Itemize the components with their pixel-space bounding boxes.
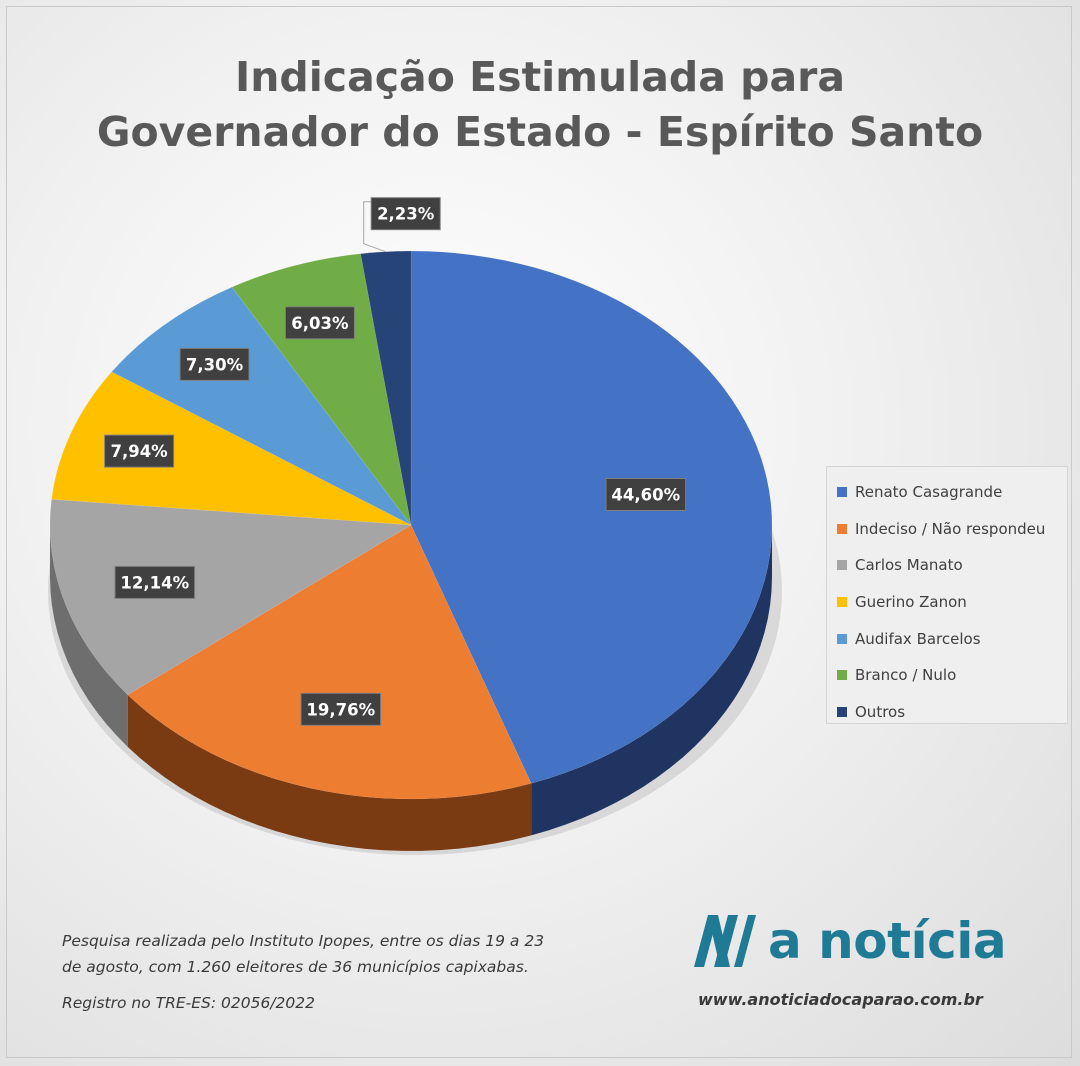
legend-swatch-0: [837, 487, 847, 498]
pie-slice-6: [360, 250, 412, 526]
legend-label-4: Audifax Barcelos: [855, 629, 981, 648]
pie-slice-1: [127, 524, 532, 800]
legend-item-4: Audifax Barcelos: [837, 620, 1067, 657]
brand-logo: a notícia: [694, 912, 1007, 970]
data-label-3: 7,94%: [104, 434, 175, 468]
data-label-2: 12,14%: [114, 565, 196, 599]
legend-item-5: Branco / Nulo: [837, 657, 1067, 694]
brand-url: www.anoticiadocaparao.com.br: [698, 990, 983, 1009]
legend-label-1: Indeciso / Não respondeu: [855, 519, 1046, 538]
legend-item-2: Carlos Manato: [837, 547, 1067, 584]
survey-note-line-1: Pesquisa realizada pelo Instituto Ipopes…: [62, 932, 545, 950]
data-label-6: 2,23%: [370, 197, 441, 231]
pie-slice-4: [111, 286, 412, 526]
pie-side-2: [50, 525, 128, 747]
legend-swatch-3: [837, 597, 847, 608]
pie-side-0: [531, 525, 772, 836]
legend-swatch-4: [837, 633, 847, 644]
svg-text:12,14%: 12,14%: [120, 573, 189, 592]
legend-item-1: Indeciso / Não respondeu: [837, 511, 1067, 548]
legend-swatch-6: [837, 706, 847, 717]
legend-label-0: Renato Casagrande: [855, 483, 1003, 502]
chart-title: Indicação Estimulada para Governador do …: [0, 50, 1080, 160]
legend-label-3: Guerino Zanon: [855, 593, 967, 612]
svg-text:2,23%: 2,23%: [377, 205, 435, 224]
svg-text:7,30%: 7,30%: [186, 355, 244, 374]
legend-label-2: Carlos Manato: [855, 556, 963, 575]
leader-line-6: [363, 201, 386, 253]
pie-slice-0: [410, 250, 773, 784]
chart-title-line-1: Indicação Estimulada para: [234, 53, 846, 101]
survey-note-line-2: de agosto, com 1.260 eleitores de 36 mun…: [62, 958, 529, 976]
svg-text:44,60%: 44,60%: [611, 486, 680, 505]
pie-slice-5: [231, 253, 412, 526]
brand-mark-icon: [694, 915, 756, 967]
chart-legend: Renato Casagrande Indeciso / Não responde…: [826, 466, 1068, 724]
data-label-1: 19,76%: [300, 692, 382, 726]
legend-item-0: Renato Casagrande: [837, 474, 1067, 511]
brand-name: a notícia: [768, 912, 1007, 970]
chart-frame: [6, 6, 1072, 1058]
data-label-0: 44,60%: [605, 478, 687, 511]
pie-slice-3: [51, 371, 412, 526]
legend-item-3: Guerino Zanon: [837, 584, 1067, 621]
legend-label-6: Outros: [855, 702, 906, 721]
pie-slice-2: [49, 498, 412, 696]
legend-swatch-1: [837, 523, 847, 534]
registry-note: Registro no TRE-ES: 02056/2022: [62, 994, 316, 1012]
svg-text:19,76%: 19,76%: [306, 700, 375, 719]
chart-title-line-2: Governador do Estado - Espírito Santo: [96, 108, 984, 156]
data-label-5: 6,03%: [284, 306, 355, 340]
legend-swatch-2: [837, 560, 847, 571]
svg-text:6,03%: 6,03%: [291, 314, 349, 333]
legend-item-6: Outros: [837, 694, 1067, 731]
svg-text:7,94%: 7,94%: [110, 442, 168, 461]
legend-swatch-5: [837, 670, 847, 681]
data-label-4: 7,30%: [179, 347, 250, 381]
legend-label-5: Branco / Nulo: [855, 666, 957, 685]
pie-side-1: [127, 694, 532, 851]
